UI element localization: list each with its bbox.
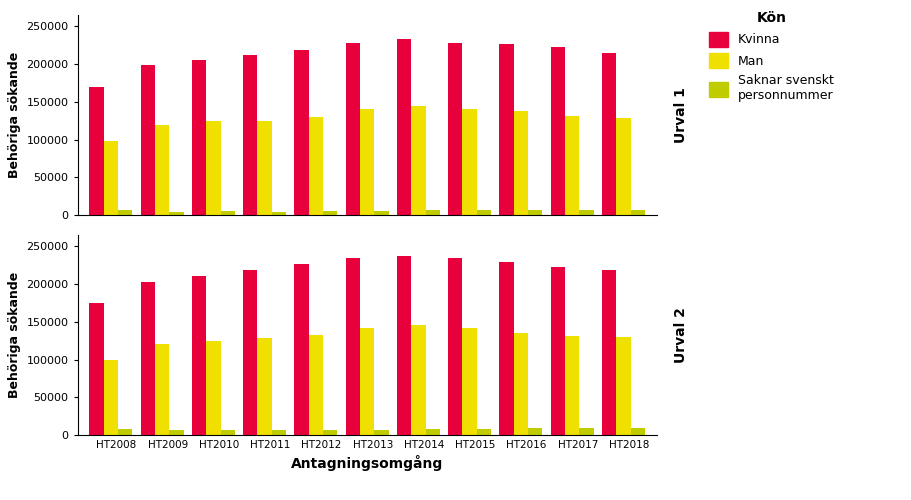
Bar [411,325,425,435]
Bar [550,48,564,215]
Bar [191,60,206,215]
Bar [447,258,462,435]
Bar [396,256,411,435]
Bar [118,429,132,435]
X-axis label: Antagningsomgång: Antagningsomgång [291,456,443,471]
Bar [220,211,235,215]
Bar [206,340,220,435]
Bar [271,212,286,215]
Bar [360,328,374,435]
Bar [476,429,490,435]
Bar [616,337,630,435]
Bar [527,428,542,435]
Bar [169,212,183,215]
Bar [257,120,271,215]
Text: Urval 2: Urval 2 [673,307,687,363]
Bar [616,118,630,215]
Bar [191,276,206,435]
Text: Urval 1: Urval 1 [673,87,687,143]
Bar [257,338,271,435]
Y-axis label: Behöriga sökande: Behöriga sökande [8,52,21,178]
Bar [513,111,527,215]
Bar [206,122,220,215]
Bar [425,210,439,215]
Bar [294,50,308,215]
Bar [271,430,286,435]
Bar [462,328,476,435]
Y-axis label: Behöriga sökande: Behöriga sökande [8,272,21,398]
Bar [564,336,578,435]
Bar [89,86,104,215]
Bar [601,270,616,435]
Legend: Kvinna, Man, Saknar svenskt
personnummer: Kvinna, Man, Saknar svenskt personnummer [709,11,833,102]
Bar [396,39,411,215]
Bar [601,52,616,215]
Bar [564,116,578,215]
Bar [513,333,527,435]
Bar [243,270,257,435]
Bar [322,211,337,215]
Bar [462,110,476,215]
Bar [550,266,564,435]
Bar [140,65,155,215]
Bar [140,282,155,435]
Bar [118,210,132,215]
Bar [630,210,644,215]
Bar [374,430,388,435]
Bar [104,360,118,435]
Bar [243,55,257,215]
Bar [360,110,374,215]
Bar [527,210,542,215]
Bar [630,428,644,435]
Bar [104,141,118,215]
Bar [155,344,169,435]
Bar [345,43,360,215]
Bar [308,334,322,435]
Bar [498,44,513,215]
Bar [578,428,593,435]
Bar [345,258,360,435]
Bar [447,43,462,215]
Bar [89,303,104,435]
Bar [425,429,439,435]
Bar [308,117,322,215]
Bar [578,210,593,215]
Bar [294,264,308,435]
Bar [322,430,337,435]
Bar [169,430,183,435]
Bar [411,106,425,215]
Bar [498,262,513,435]
Bar [374,211,388,215]
Bar [155,125,169,215]
Bar [220,430,235,435]
Bar [476,210,490,215]
